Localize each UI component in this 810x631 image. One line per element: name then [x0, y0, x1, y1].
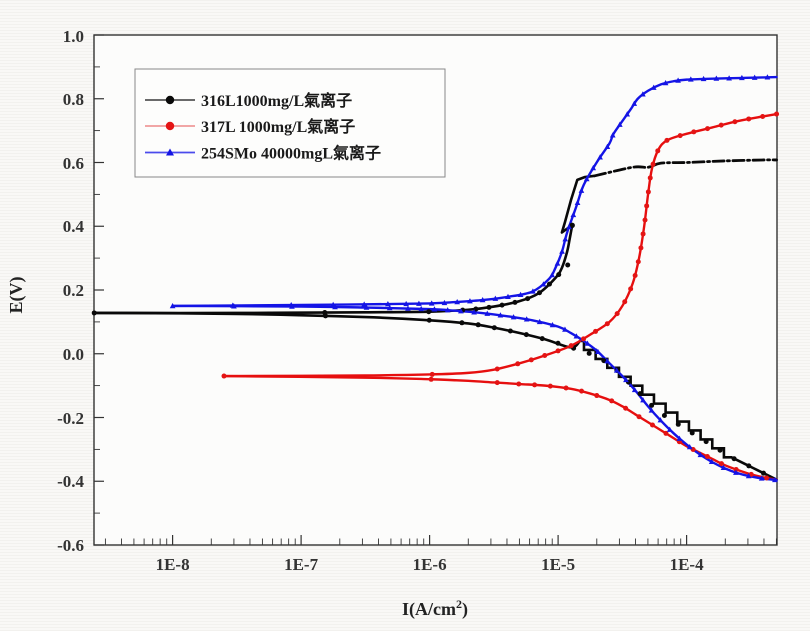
svg-text:317L 1000mg/L氣离子: 317L 1000mg/L氣离子: [201, 117, 355, 136]
svg-text:0.0: 0.0: [63, 345, 84, 364]
svg-text:1E-8: 1E-8: [156, 555, 190, 574]
svg-text:0.2: 0.2: [63, 281, 84, 300]
svg-text:-0.4: -0.4: [57, 472, 84, 491]
svg-text:E(V): E(V): [6, 277, 27, 314]
svg-text:-0.2: -0.2: [57, 409, 84, 428]
svg-text:1E-7: 1E-7: [284, 555, 319, 574]
svg-text:1E-4: 1E-4: [670, 555, 705, 574]
svg-text:316L1000mg/L氣离子: 316L1000mg/L氣离子: [201, 91, 352, 110]
svg-text:1E-6: 1E-6: [413, 555, 447, 574]
svg-text:-0.6: -0.6: [57, 536, 84, 555]
svg-text:1.0: 1.0: [63, 27, 84, 46]
svg-text:0.8: 0.8: [63, 90, 84, 109]
svg-text:254SMo 40000mgL氣离子: 254SMo 40000mgL氣离子: [201, 144, 381, 163]
svg-text:0.4: 0.4: [63, 217, 85, 236]
svg-text:1E-5: 1E-5: [541, 555, 575, 574]
svg-text:0.6: 0.6: [63, 154, 84, 173]
